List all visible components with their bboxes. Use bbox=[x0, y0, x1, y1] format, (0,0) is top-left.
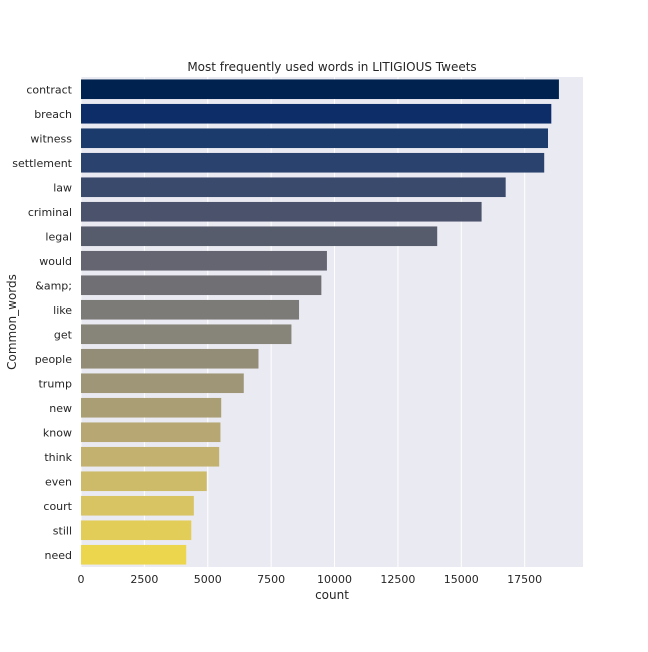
x-tick-label: 0 bbox=[78, 573, 85, 586]
x-tick-label: 5000 bbox=[194, 573, 222, 586]
x-axis-label: count bbox=[315, 588, 349, 602]
x-tick-label: 7500 bbox=[257, 573, 285, 586]
y-tick-label: legal bbox=[45, 230, 72, 243]
y-tick-label: still bbox=[53, 524, 72, 537]
bar-11 bbox=[81, 348, 259, 369]
y-tick-label: get bbox=[54, 328, 73, 341]
bar-7 bbox=[81, 250, 327, 271]
bar-6 bbox=[81, 226, 438, 247]
y-axis-label: Common_words bbox=[5, 274, 19, 370]
y-tick-label: witness bbox=[30, 132, 72, 145]
bar-19 bbox=[81, 544, 187, 565]
bar-14 bbox=[81, 422, 221, 443]
bar-1 bbox=[81, 103, 552, 124]
bar-4 bbox=[81, 177, 506, 198]
y-tick-label: trump bbox=[38, 377, 72, 390]
bars bbox=[81, 79, 559, 565]
bar-0 bbox=[81, 79, 559, 100]
y-tick-label: like bbox=[53, 304, 72, 317]
bar-15 bbox=[81, 446, 220, 467]
x-tick-label: 15000 bbox=[444, 573, 479, 586]
y-tick-labels: contract breach witness settlement law crimin… bbox=[12, 83, 72, 562]
x-tick-label: 17500 bbox=[507, 573, 542, 586]
y-tick-label: criminal bbox=[28, 206, 72, 219]
plot-background bbox=[81, 77, 583, 567]
y-tick-label: would bbox=[39, 255, 72, 268]
y-tick-label: need bbox=[45, 549, 73, 562]
bar-5 bbox=[81, 201, 482, 222]
bar-3 bbox=[81, 152, 545, 173]
y-tick-label: people bbox=[35, 353, 73, 366]
x-tick-label: 10000 bbox=[317, 573, 352, 586]
y-tick-label: new bbox=[49, 402, 72, 415]
y-tick-label: even bbox=[45, 475, 72, 488]
bar-8 bbox=[81, 275, 322, 296]
bar-18 bbox=[81, 520, 192, 541]
bar-16 bbox=[81, 471, 207, 492]
y-tick-label: breach bbox=[34, 108, 72, 121]
bar-9 bbox=[81, 299, 300, 320]
y-tick-label: contract bbox=[26, 83, 72, 96]
x-tick-labels: 0 2500 5000 7500 10000 12500 15000 17500 bbox=[78, 573, 543, 586]
y-tick-label: settlement bbox=[12, 157, 72, 170]
y-tick-label: court bbox=[43, 500, 72, 513]
bar-17 bbox=[81, 495, 194, 516]
bar-10 bbox=[81, 324, 292, 345]
bar-12 bbox=[81, 373, 244, 394]
y-tick-label: &amp; bbox=[35, 279, 72, 292]
y-tick-label: law bbox=[53, 181, 72, 194]
x-tick-label: 12500 bbox=[380, 573, 415, 586]
y-tick-label: think bbox=[44, 451, 72, 464]
chart-title: Most frequently used words in LITIGIOUS … bbox=[187, 60, 476, 74]
x-tick-label: 2500 bbox=[130, 573, 158, 586]
y-tick-label: know bbox=[43, 426, 72, 439]
bar-13 bbox=[81, 397, 222, 418]
bar-2 bbox=[81, 128, 549, 149]
